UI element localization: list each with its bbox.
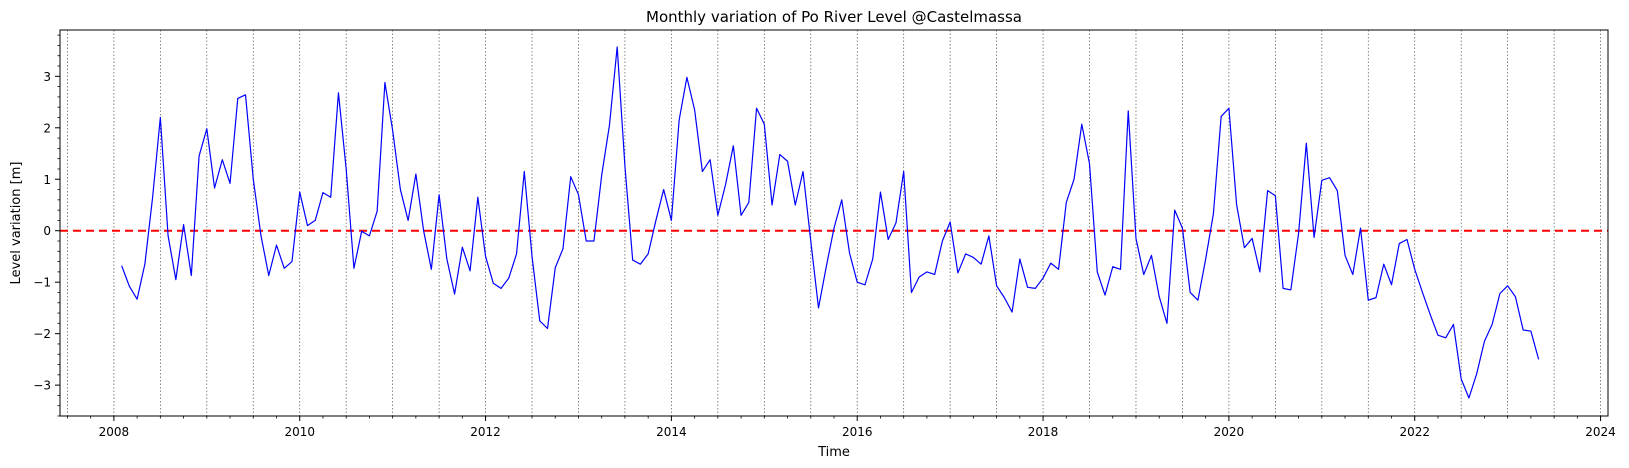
x-tick-label: 2022 (1399, 425, 1430, 439)
y-tick-label: 2 (43, 121, 51, 135)
x-tick-label: 2024 (1585, 425, 1616, 439)
y-axis-label: Level variation [m] (9, 162, 24, 285)
x-tick-label: 2014 (656, 425, 687, 439)
grid-lines (67, 30, 1601, 416)
series-line (121, 46, 1540, 399)
x-axis-ticks: 2008 2010 2012 2014 2016 2018 2020 2022 2024 (67, 416, 1616, 439)
x-tick-label: 2012 (470, 425, 501, 439)
chart-title: Monthly variation of Po River Level @Cas… (646, 8, 1022, 26)
y-tick-label: 0 (43, 224, 51, 238)
x-tick-label: 2010 (284, 425, 315, 439)
y-axis-ticks: −3 −2 −1 0 1 2 3 (33, 34, 60, 417)
x-tick-label: 2020 (1214, 425, 1245, 439)
plot-frame (59, 29, 1609, 417)
y-tick-label: −1 (33, 276, 51, 290)
y-tick-label: 3 (43, 70, 51, 84)
y-tick-label: −3 (33, 379, 51, 393)
y-tick-label: 1 (43, 173, 51, 187)
y-tick-label: −2 (33, 327, 51, 341)
series-layer (121, 46, 1540, 399)
x-tick-label: 2016 (842, 425, 873, 439)
x-tick-label: 2008 (99, 425, 130, 439)
x-axis-label: Time (817, 445, 850, 460)
x-tick-label: 2018 (1028, 425, 1059, 439)
